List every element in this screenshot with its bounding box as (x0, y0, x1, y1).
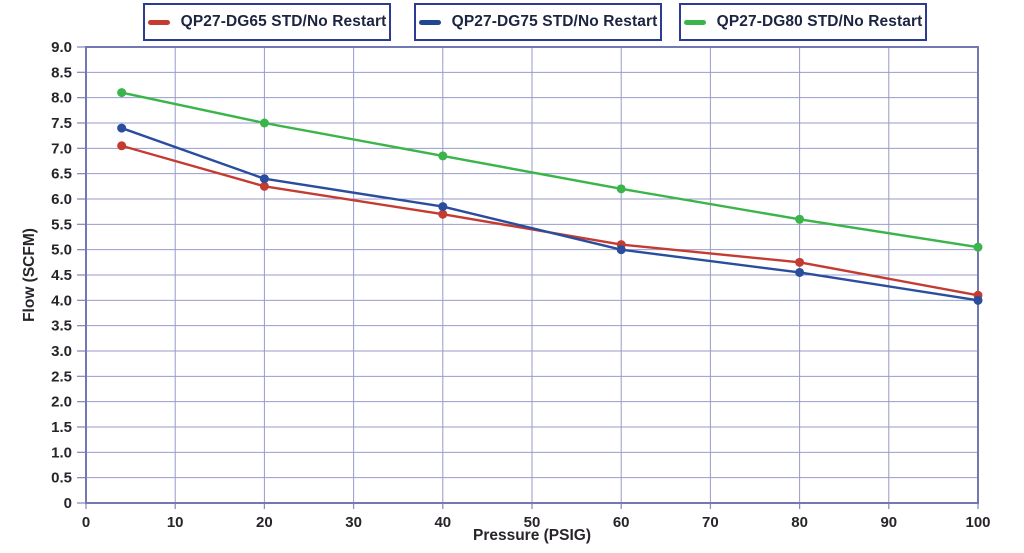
data-point (117, 123, 127, 133)
svg-text:6.5: 6.5 (51, 166, 72, 183)
data-point (259, 181, 269, 191)
svg-text:0.5: 0.5 (51, 470, 72, 487)
data-point (795, 267, 805, 277)
legend-item-qp27-dg65: QP27-DG65 STD/No Restart (143, 3, 391, 41)
legend-label: QP27-DG75 STD/No Restart (451, 13, 658, 30)
series-QP27-DG80 (117, 88, 983, 252)
legend-label: QP27-DG80 STD/No Restart (716, 13, 923, 30)
series-QP27-DG75 (117, 123, 983, 305)
data-point (259, 118, 269, 128)
legend-item-qp27-dg80: QP27-DG80 STD/No Restart (679, 3, 927, 41)
legend-swatch-blue (418, 19, 441, 25)
data-point (616, 184, 626, 194)
data-point (438, 209, 448, 219)
svg-text:0: 0 (82, 514, 90, 531)
data-point (117, 88, 127, 98)
data-point (259, 174, 269, 184)
data-point (438, 151, 448, 161)
svg-text:50: 50 (524, 514, 541, 531)
x-axis-title: Pressure (PSIG) (473, 527, 591, 544)
svg-text:3.0: 3.0 (51, 343, 72, 360)
data-point (795, 257, 805, 267)
tick-labels: 0 0.5 1.0 1.5 2.0 2.5 3.0 3.5 4.0 4.5 5.0 5.5 6.0 6.5… (51, 39, 990, 531)
series-QP27-DG65 (117, 141, 983, 300)
tick-marks (77, 46, 979, 509)
y-axis-title: Flow (SCFM) (21, 228, 38, 322)
svg-text:8.0: 8.0 (51, 90, 72, 107)
data-point (117, 141, 127, 151)
svg-text:5.5: 5.5 (51, 216, 72, 233)
svg-text:80: 80 (791, 514, 808, 531)
svg-text:7.5: 7.5 (51, 115, 72, 132)
svg-text:9.0: 9.0 (51, 39, 72, 56)
plot-border (85, 46, 979, 504)
svg-text:3.5: 3.5 (51, 318, 72, 335)
svg-text:30: 30 (345, 514, 362, 531)
data-point (973, 295, 983, 305)
data-point (438, 202, 448, 212)
svg-text:60: 60 (613, 514, 630, 531)
svg-text:20: 20 (256, 514, 273, 531)
svg-text:2.5: 2.5 (51, 368, 72, 385)
gridlines (85, 46, 979, 504)
svg-text:10: 10 (167, 514, 184, 531)
legend-swatch-green (683, 19, 706, 25)
svg-text:1.5: 1.5 (51, 419, 72, 436)
legend-label: QP27-DG65 STD/No Restart (180, 13, 387, 30)
svg-text:2.0: 2.0 (51, 394, 72, 411)
svg-text:100: 100 (965, 514, 990, 531)
svg-text:7.0: 7.0 (51, 140, 72, 157)
data-point (616, 245, 626, 255)
legend-item-qp27-dg75: QP27-DG75 STD/No Restart (414, 3, 662, 41)
svg-text:0: 0 (64, 495, 72, 512)
data-point (973, 242, 983, 252)
data-point (795, 214, 805, 224)
svg-text:5.0: 5.0 (51, 242, 72, 259)
svg-text:40: 40 (434, 514, 451, 531)
svg-text:1.0: 1.0 (51, 444, 72, 461)
svg-text:4.5: 4.5 (51, 267, 72, 284)
svg-text:4.0: 4.0 (51, 292, 72, 309)
svg-text:90: 90 (880, 514, 897, 531)
svg-text:8.5: 8.5 (51, 64, 72, 81)
legend-swatch-red (147, 19, 170, 25)
svg-text:6.0: 6.0 (51, 191, 72, 208)
svg-text:70: 70 (702, 514, 719, 531)
